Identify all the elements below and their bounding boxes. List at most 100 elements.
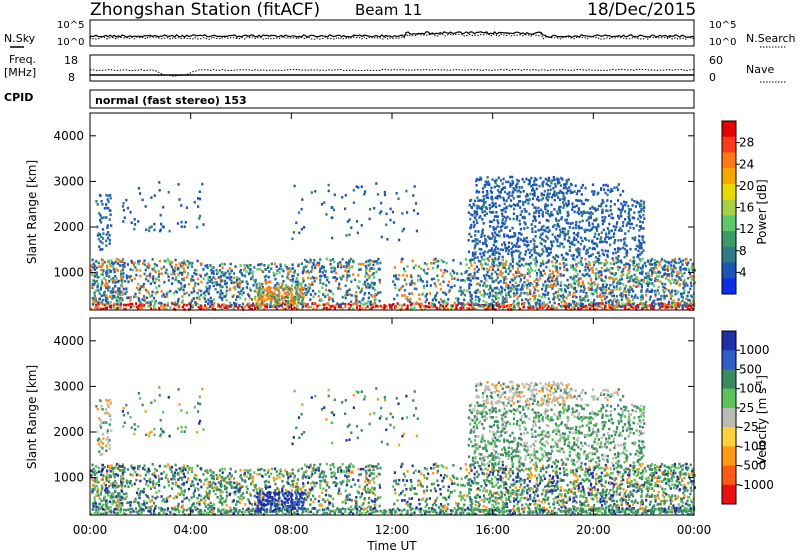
power-colorbar-tick: 4 bbox=[739, 265, 747, 279]
velocity-echo bbox=[102, 442, 105, 445]
power-echo bbox=[533, 180, 536, 183]
power-echo bbox=[102, 293, 105, 297]
noise-tick-right-bottom: 10^0 bbox=[709, 37, 736, 48]
power-echo bbox=[95, 279, 98, 283]
power-echo bbox=[107, 194, 110, 198]
power-echo bbox=[180, 282, 183, 285]
power-echo bbox=[279, 263, 282, 266]
power-echo bbox=[604, 237, 607, 241]
power-echo bbox=[323, 273, 327, 277]
power-echo bbox=[213, 301, 216, 305]
power-echo bbox=[643, 278, 646, 282]
power-echo bbox=[163, 280, 166, 284]
power-echo bbox=[109, 301, 112, 304]
power-echo bbox=[677, 305, 680, 308]
velocity-echo bbox=[106, 490, 109, 493]
power-echo bbox=[568, 226, 571, 229]
velocity-echo bbox=[115, 495, 118, 498]
power-echo bbox=[447, 284, 450, 287]
power-echo bbox=[634, 265, 637, 268]
velocity-echo bbox=[121, 465, 124, 468]
power-echo bbox=[634, 294, 637, 297]
power-echo bbox=[263, 264, 266, 267]
power-echo bbox=[501, 243, 504, 246]
power-echo bbox=[586, 211, 589, 214]
power-echo bbox=[688, 299, 691, 302]
velocity-echo bbox=[451, 511, 454, 514]
power-echo bbox=[106, 285, 109, 288]
power-echo bbox=[604, 216, 607, 219]
power-echo bbox=[590, 285, 593, 288]
power-echo bbox=[557, 178, 560, 181]
power-echo bbox=[248, 294, 251, 298]
power-echo bbox=[601, 211, 604, 214]
power-echo bbox=[655, 266, 658, 270]
power-echo bbox=[241, 280, 244, 283]
power-echo bbox=[121, 266, 124, 270]
power-echo bbox=[259, 298, 263, 301]
power-echo bbox=[547, 226, 550, 229]
power-echo bbox=[108, 218, 111, 221]
power-echo bbox=[555, 237, 558, 241]
power-echo bbox=[383, 190, 386, 194]
power-echo bbox=[468, 203, 471, 207]
power-echo bbox=[100, 268, 103, 272]
power-echo bbox=[596, 286, 599, 289]
power-echo bbox=[291, 267, 294, 270]
power-echo bbox=[334, 304, 337, 307]
power-echo bbox=[365, 260, 368, 264]
power-echo bbox=[490, 186, 493, 190]
power-echo bbox=[207, 275, 210, 279]
power-echo bbox=[130, 221, 133, 224]
power-echo bbox=[121, 260, 124, 263]
power-echo bbox=[607, 287, 610, 290]
power-echo bbox=[101, 248, 104, 251]
power-echo bbox=[311, 281, 314, 285]
velocity-echo bbox=[97, 437, 100, 440]
power-echo bbox=[688, 304, 691, 307]
power-echo bbox=[95, 200, 98, 203]
power-echo bbox=[548, 276, 552, 279]
power-echo bbox=[632, 261, 636, 264]
power-echo bbox=[584, 230, 587, 234]
power-echo bbox=[639, 266, 642, 270]
power-echo bbox=[212, 266, 215, 269]
power-echo bbox=[597, 223, 600, 226]
velocity-echo bbox=[100, 484, 103, 487]
power-echo bbox=[683, 301, 686, 305]
power-echo bbox=[675, 301, 678, 305]
power-echo bbox=[480, 255, 483, 258]
power-echo bbox=[577, 240, 580, 244]
power-echo bbox=[592, 292, 595, 296]
power-echo bbox=[479, 262, 482, 266]
power-colorbar-swatch bbox=[722, 183, 736, 201]
power-echo bbox=[96, 225, 99, 229]
power-echo bbox=[153, 222, 156, 226]
power-echo bbox=[683, 271, 686, 275]
power-echo bbox=[106, 266, 109, 270]
power-echo bbox=[375, 270, 378, 273]
power-echo bbox=[221, 303, 224, 307]
power-echo bbox=[373, 295, 377, 298]
power-echo bbox=[565, 296, 568, 299]
power-echo bbox=[496, 225, 499, 228]
power-echo bbox=[580, 211, 583, 214]
power-echo bbox=[195, 269, 198, 272]
power-echo bbox=[566, 180, 569, 184]
power-echo bbox=[538, 214, 541, 218]
power-echo bbox=[663, 272, 666, 275]
velocity-echo bbox=[325, 511, 328, 515]
power-echo bbox=[493, 303, 496, 307]
power-echo bbox=[425, 284, 429, 287]
velocity-echo bbox=[122, 508, 125, 512]
power-echo bbox=[315, 307, 318, 311]
power-echo bbox=[493, 185, 496, 189]
power-echo bbox=[333, 307, 337, 310]
power-echo bbox=[106, 264, 109, 268]
power-echo bbox=[543, 245, 546, 248]
velocity-echo bbox=[497, 508, 501, 511]
power-echo bbox=[376, 305, 379, 308]
power-echo bbox=[537, 199, 540, 202]
power-echo bbox=[624, 265, 627, 269]
